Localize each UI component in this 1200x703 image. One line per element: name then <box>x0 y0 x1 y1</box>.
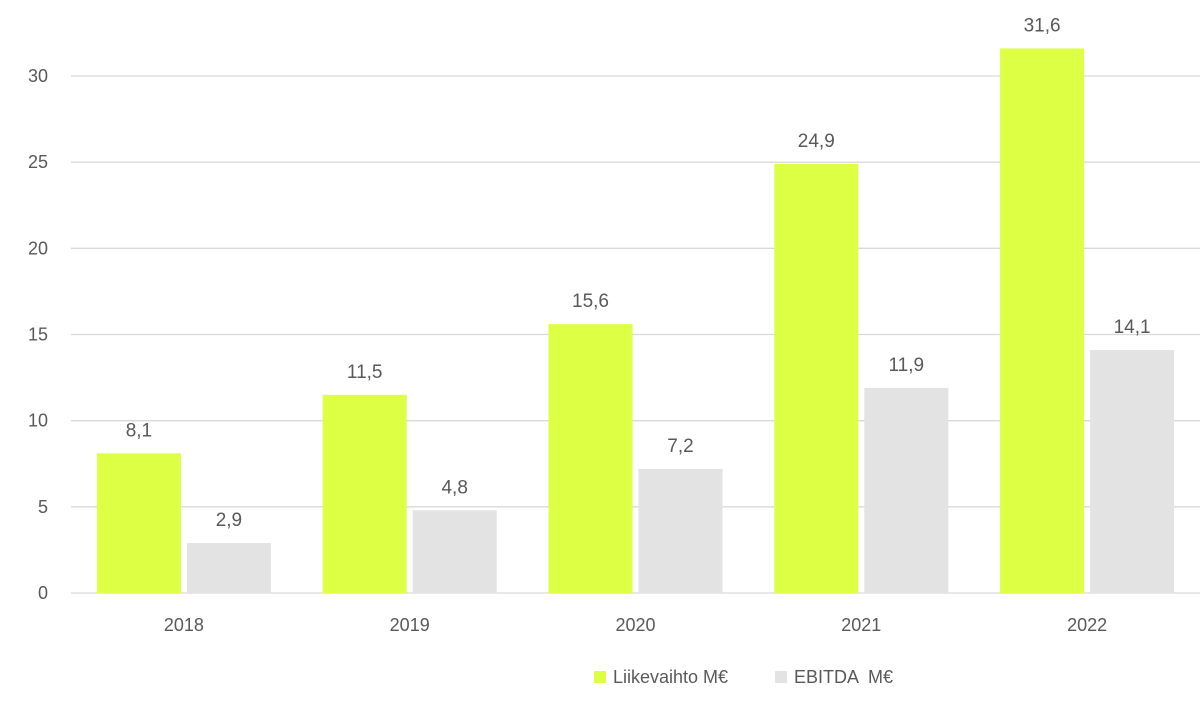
y-tick-label: 5 <box>38 497 48 517</box>
legend-label: Liikevaihto M€ <box>613 667 728 687</box>
y-axis: 0 5 10 15 20 25 30 <box>28 66 48 603</box>
data-label: 14,1 <box>1114 317 1151 338</box>
x-tick-label: 2018 <box>164 615 204 635</box>
legend-label: EBITDA M€ <box>794 667 893 687</box>
data-label: 24,9 <box>798 131 835 152</box>
bar-ebitda-2018 <box>186 543 271 593</box>
x-tick-label: 2019 <box>390 615 430 635</box>
bar-ebitda-2019 <box>412 510 497 593</box>
x-tick-label: 2020 <box>615 615 655 635</box>
legend-swatch <box>594 671 606 683</box>
y-tick-label: 25 <box>28 152 48 172</box>
data-label: 11,5 <box>347 362 383 383</box>
legend: Liikevaihto M€ EBITDA M€ <box>594 667 893 687</box>
data-label: 7,2 <box>667 436 693 457</box>
bar-liikevaihto-2022 <box>1000 48 1085 594</box>
data-label: 4,8 <box>441 477 467 498</box>
x-axis: 2018 2019 2020 2021 2022 <box>164 615 1107 635</box>
data-label: 11,9 <box>889 355 925 376</box>
y-tick-label: 20 <box>28 238 48 258</box>
x-tick-label: 2022 <box>1067 615 1107 635</box>
x-tick-label: 2021 <box>841 615 881 635</box>
y-tick-label: 15 <box>28 325 48 345</box>
data-label: 8,1 <box>126 420 152 441</box>
data-label: 2,9 <box>216 510 242 531</box>
bar-liikevaihto-2019 <box>322 394 407 593</box>
y-tick-label: 10 <box>28 411 48 431</box>
bar-ebitda-2020 <box>638 468 723 593</box>
bar-ebitda-2021 <box>864 387 949 593</box>
data-label: 31,6 <box>1024 15 1061 36</box>
bar-liikevaihto-2020 <box>548 324 633 593</box>
bars: 8,1 2,9 11,5 4,8 15,6 7,2 24,9 11,9 31,6 14,1 <box>96 15 1175 594</box>
bar-liikevaihto-2018 <box>96 453 181 593</box>
gridlines <box>71 75 1200 594</box>
y-tick-label: 0 <box>38 583 48 603</box>
y-tick-label: 30 <box>28 66 48 86</box>
legend-item: Liikevaihto M€ <box>594 667 728 687</box>
legend-swatch <box>775 671 787 683</box>
bar-liikevaihto-2021 <box>774 163 859 593</box>
bar-ebitda-2022 <box>1090 350 1175 593</box>
legend-item: EBITDA M€ <box>775 667 893 687</box>
data-label: 15,6 <box>572 291 609 312</box>
